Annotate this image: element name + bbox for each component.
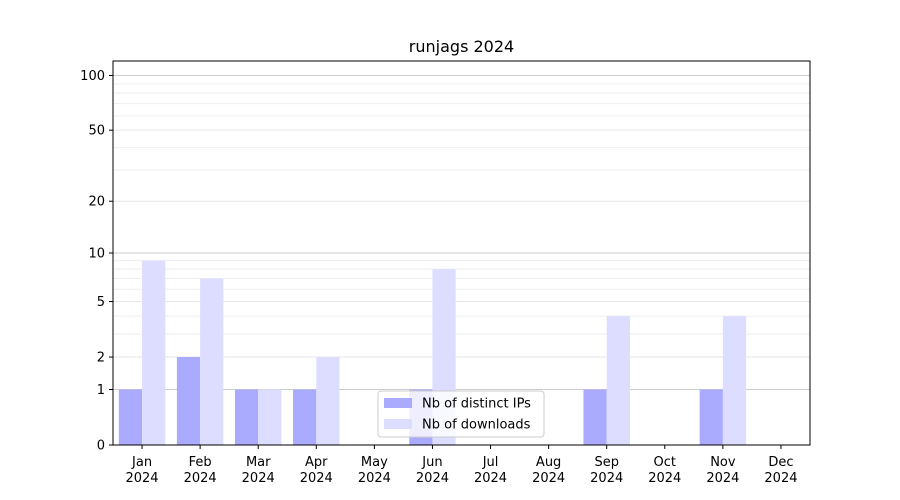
y-axis: 0 1 2 5 10 20 50 100 [80,69,113,454]
x-tick-label: Oct 2024 [648,455,681,486]
y-tick-label: 10 [88,247,105,262]
y-tick-label: 50 [88,124,105,139]
legend-label: Nb of downloads [422,418,531,433]
x-tick-label: May 2024 [358,455,391,486]
bar [176,357,201,445]
x-tick-label: Dec 2024 [764,455,797,486]
bar [583,389,607,445]
x-tick-label: Apr 2024 [300,455,333,486]
legend-swatch [384,398,412,408]
y-tick-label: 1 [97,383,105,398]
x-tick-label: Jun 2024 [416,455,449,486]
y-tick-label: 20 [88,195,105,210]
x-tick-label: Nov 2024 [706,455,739,486]
x-tick-label: Jan 2024 [125,455,158,486]
legend-swatch [384,419,412,429]
x-tick-label: Aug 2024 [532,455,565,486]
bar [293,389,317,445]
bar [118,389,143,445]
bar [606,316,630,445]
bar [258,389,282,445]
legend-label: Nb of distinct IPs [422,397,531,412]
x-tick-label: Jul 2024 [474,455,507,486]
x-tick-label: Sep 2024 [590,455,623,486]
legend: Nb of distinct IPs Nb of downloads [377,390,545,438]
bar [200,278,224,445]
x-axis: Jan 2024 Feb 2024 Mar 2024 Apr 2024 May 2024 Jun 20… [125,445,798,486]
bar [722,316,747,445]
bar [316,357,340,445]
bar [142,260,166,445]
y-tick-label: 0 [97,439,105,454]
chart-title: runjags 2024 [409,37,514,56]
x-tick-label: Mar 2024 [242,455,275,486]
x-tick-label: Feb 2024 [184,455,217,486]
y-tick-label: 5 [97,295,105,310]
bar [699,389,723,445]
legend-box [377,390,545,438]
y-tick-label: 100 [80,69,105,84]
grid-lines [113,74,810,390]
y-tick-label: 2 [97,351,105,366]
bar [234,389,259,445]
